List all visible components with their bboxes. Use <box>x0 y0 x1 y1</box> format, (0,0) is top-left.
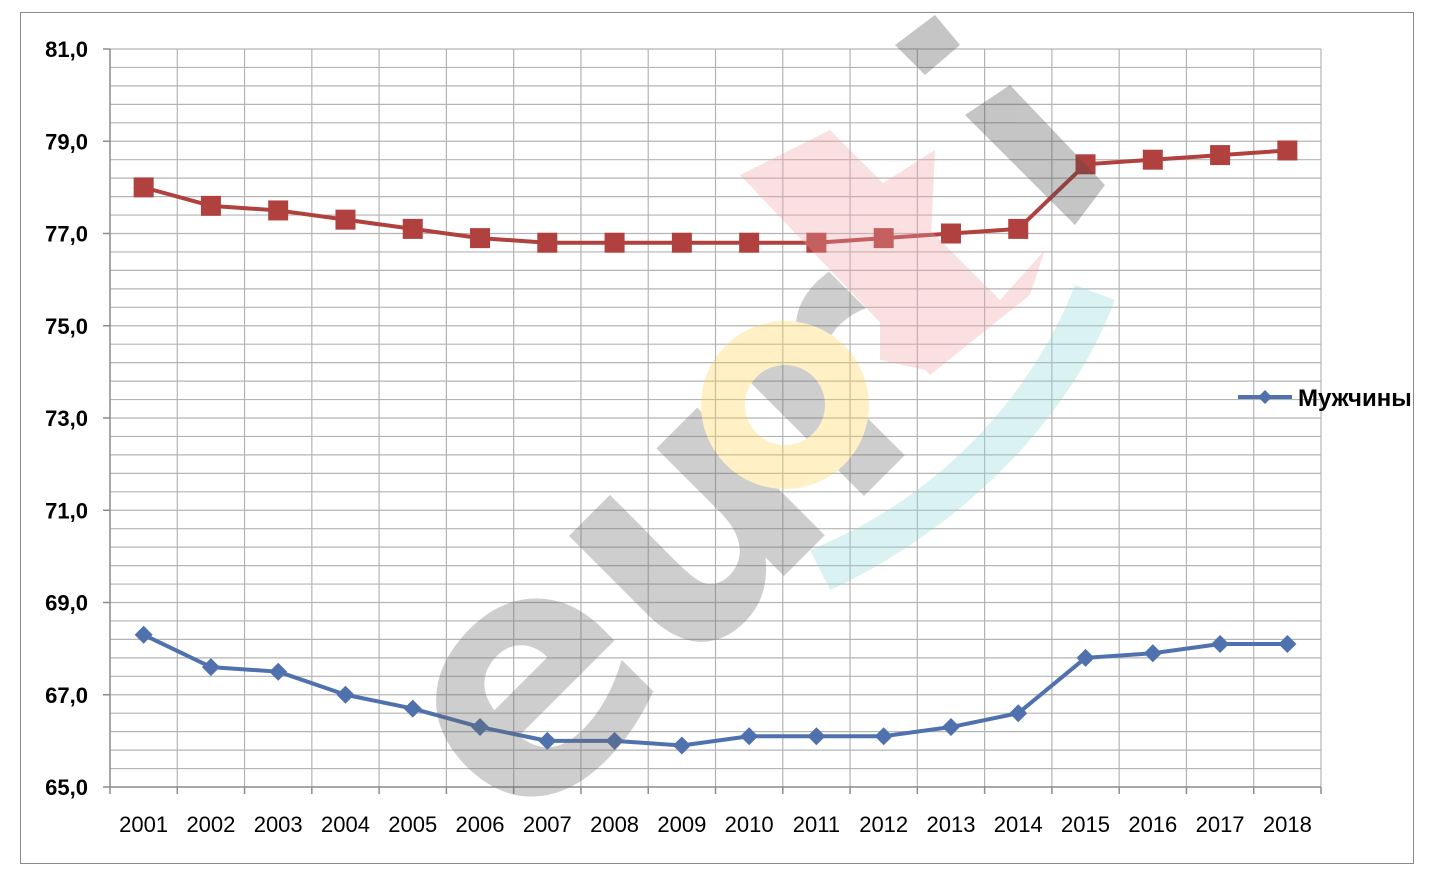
data-point-diamond <box>941 718 960 737</box>
data-point-square <box>1210 145 1231 166</box>
data-point-diamond <box>672 736 691 755</box>
data-point-square <box>133 177 154 198</box>
data-point-square <box>402 218 423 239</box>
y-tick-label: 77,0 <box>45 222 88 247</box>
data-point-square <box>1075 154 1096 175</box>
data-point-square <box>200 195 221 216</box>
x-tick-label: 2006 <box>456 812 505 837</box>
x-tick-label: 2015 <box>1061 812 1110 837</box>
data-point-square <box>470 228 491 249</box>
data-point-diamond <box>874 727 893 746</box>
legend-swatch <box>1238 390 1292 404</box>
x-tick-label: 2003 <box>254 812 303 837</box>
x-axis-tick-labels: 2001 2002 2003 2004 2005 2006 2007 2008 2009 2010… <box>119 812 1312 837</box>
series-1 <box>133 140 1298 253</box>
x-tick-label: 2016 <box>1128 812 1177 837</box>
series-0 <box>134 625 1297 755</box>
x-tick-label: 2001 <box>119 812 168 837</box>
x-tick-label: 2008 <box>590 812 639 837</box>
data-point-square <box>806 232 827 253</box>
y-tick-label: 79,0 <box>45 129 88 154</box>
data-point-diamond <box>1278 635 1297 654</box>
y-tick-label: 73,0 <box>45 406 88 431</box>
data-point-square <box>873 228 894 249</box>
y-tick-label: 67,0 <box>45 683 88 708</box>
series-line <box>143 148 1288 245</box>
data-point-diamond <box>807 727 826 746</box>
x-tick-label: 2007 <box>523 812 572 837</box>
grid <box>110 48 1322 787</box>
series-layer <box>133 140 1298 755</box>
x-tick-label: 2012 <box>859 812 908 837</box>
data-point-diamond <box>605 731 624 750</box>
data-point-square <box>1008 218 1029 239</box>
data-point-diamond <box>403 699 422 718</box>
data-point-diamond <box>1143 644 1162 663</box>
x-tick-label: 2014 <box>994 812 1043 837</box>
data-point-square <box>604 232 625 253</box>
data-point-square <box>671 232 692 253</box>
data-point-diamond <box>538 731 557 750</box>
y-axis-tick-labels: 65,0 67,0 69,0 71,0 73,0 75,0 77,0 79,0 81,0 <box>45 37 88 800</box>
data-point-square <box>335 209 356 230</box>
axes <box>103 48 1322 794</box>
x-tick-label: 2013 <box>926 812 975 837</box>
y-tick-label: 81,0 <box>45 37 88 62</box>
x-tick-label: 2005 <box>388 812 437 837</box>
data-point-diamond <box>201 658 220 677</box>
data-point-diamond <box>740 727 759 746</box>
series-line <box>142 632 1288 748</box>
data-point-diamond <box>1076 648 1095 667</box>
x-tick-label: 2017 <box>1196 812 1245 837</box>
data-point-square <box>268 200 289 221</box>
x-tick-label: 2018 <box>1263 812 1312 837</box>
data-point-diamond <box>1211 635 1230 654</box>
data-point-square <box>537 232 558 253</box>
x-tick-label: 2011 <box>793 812 840 837</box>
x-tick-label: 2002 <box>186 812 235 837</box>
data-point-diamond <box>1009 704 1028 723</box>
data-point-diamond <box>471 718 490 737</box>
data-point-diamond <box>269 662 288 681</box>
data-point-square <box>1277 140 1298 161</box>
legend-label-men: Мужчины <box>1298 385 1412 412</box>
data-point-square <box>739 232 760 253</box>
data-point-diamond <box>336 685 355 704</box>
y-tick-label: 69,0 <box>45 591 88 616</box>
x-tick-label: 2004 <box>321 812 370 837</box>
y-tick-label: 75,0 <box>45 314 88 339</box>
data-point-diamond <box>134 625 153 644</box>
x-tick-label: 2010 <box>725 812 774 837</box>
data-point-square <box>1142 149 1163 170</box>
chart-frame <box>20 12 1414 864</box>
x-tick-label: 2009 <box>657 812 706 837</box>
data-point-square <box>940 223 961 244</box>
y-tick-label: 65,0 <box>45 775 88 800</box>
y-tick-label: 71,0 <box>45 498 88 523</box>
